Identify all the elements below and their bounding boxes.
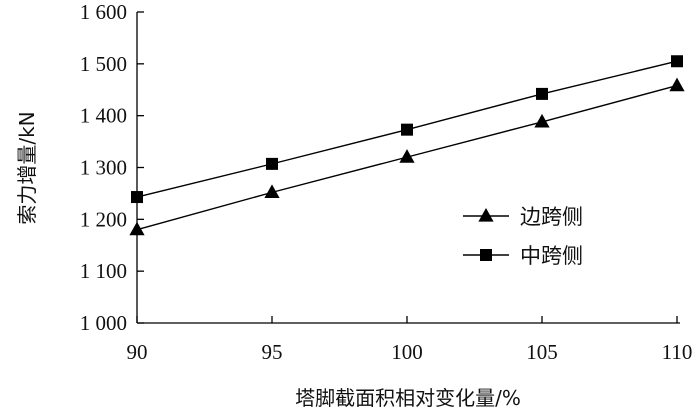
y-axis-title: 索力增量/kN [15,111,39,224]
legend-label: 边跨侧 [520,205,583,229]
x-tick-label: 90 [127,340,148,364]
data-point-triangle [534,113,550,128]
x-tick-label: 110 [662,340,693,364]
data-point-triangle [399,149,415,163]
data-point-square [401,123,413,136]
data-point-triangle [264,184,280,198]
data-point-triangle [129,221,145,236]
x-ticks: 90 95 100 105 110 [127,316,693,364]
x-tick-label: 100 [391,340,423,364]
y-tick-label: 1 600 [80,0,127,24]
x-tick-label: 105 [526,340,558,364]
y-tick-label: 1 300 [80,156,127,180]
y-tick-label: 1 200 [80,207,127,231]
data-point-triangle [669,77,685,92]
y-tick-label: 1 500 [80,52,127,76]
series-layer [129,55,685,236]
y-tick-label: 1 000 [80,311,127,335]
axes [136,12,680,324]
legend-label: 中跨侧 [520,244,583,268]
data-point-square [536,87,548,100]
y-tick-label: 1 100 [80,259,127,283]
y-tick-label: 1 400 [80,104,127,128]
x-tick-label: 95 [262,340,283,364]
x-axis-title: 塔脚截面积相对变化量/% [295,386,521,410]
data-point-square [131,191,143,204]
data-point-square [671,55,683,68]
legend-marker-triangle [478,208,494,222]
legend-marker-square [480,249,492,261]
data-point-square [266,157,278,170]
y-ticks: 1 000 1 100 1 200 1 300 1 400 1 500 1 600 [80,0,144,335]
